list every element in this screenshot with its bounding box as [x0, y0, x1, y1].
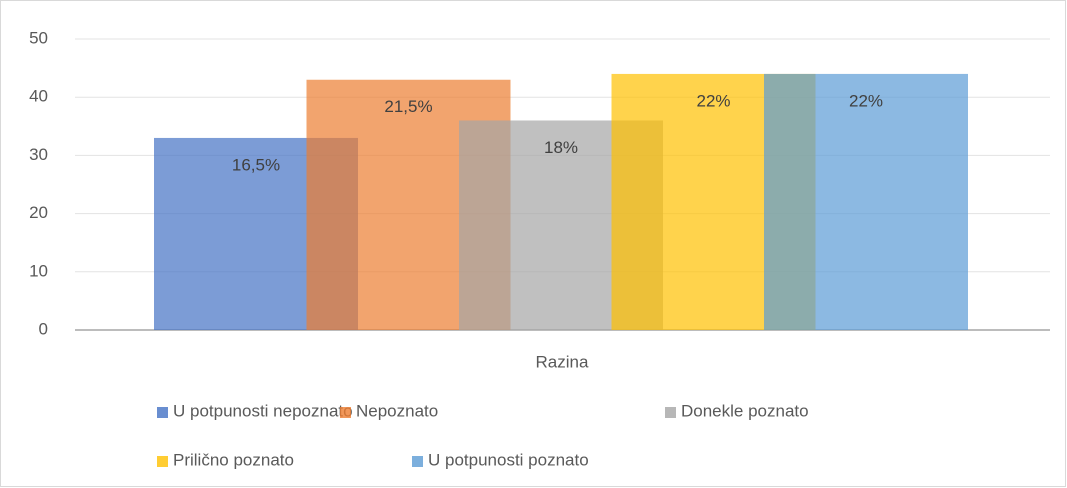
data-label: 22% — [849, 91, 883, 110]
data-label: 21,5% — [384, 97, 432, 116]
legend-label: U potpunosti poznato — [428, 450, 589, 469]
legend-label: Nepoznato — [356, 401, 438, 420]
y-tick-label: 30 — [29, 145, 48, 164]
data-label: 18% — [544, 138, 578, 157]
legend-swatch — [340, 407, 351, 418]
legend-swatch — [665, 407, 676, 418]
y-tick-label: 40 — [29, 87, 48, 106]
legend-swatch — [157, 456, 168, 467]
legend-label: Donekle poznato — [681, 401, 809, 420]
legend-swatch — [412, 456, 423, 467]
y-tick-label: 0 — [39, 319, 48, 338]
data-label: 22% — [696, 91, 730, 110]
data-label: 16,5% — [232, 155, 280, 174]
legend-swatch — [157, 407, 168, 418]
y-tick-label: 50 — [29, 28, 48, 47]
legend-label: U potpunosti nepoznato — [173, 401, 353, 420]
legend-label: Prilično poznato — [173, 450, 294, 469]
y-tick-label: 10 — [29, 261, 48, 280]
x-tick-label: Razina — [536, 352, 589, 371]
y-tick-label: 20 — [29, 203, 48, 222]
bar — [764, 73, 968, 331]
